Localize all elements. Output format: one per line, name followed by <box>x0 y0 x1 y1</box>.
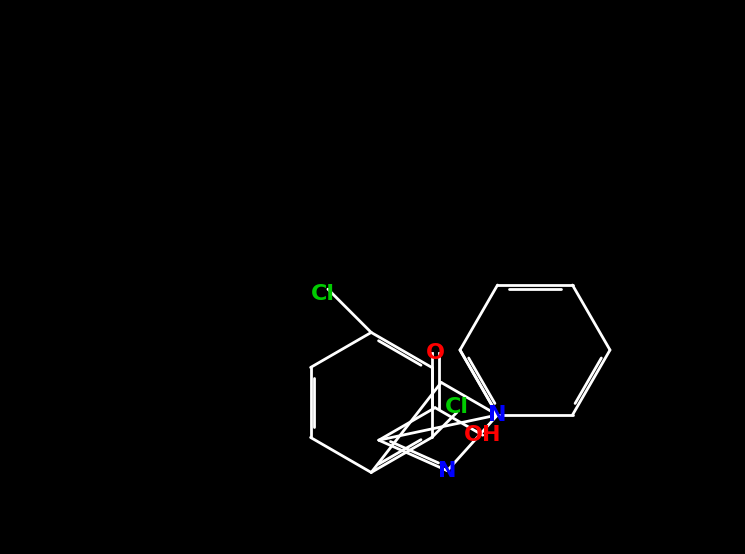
Text: N: N <box>488 405 507 425</box>
Text: O: O <box>425 343 445 363</box>
Text: N: N <box>438 461 457 481</box>
Text: OH: OH <box>464 425 501 445</box>
Text: Cl: Cl <box>445 397 469 418</box>
Text: Cl: Cl <box>311 284 335 304</box>
